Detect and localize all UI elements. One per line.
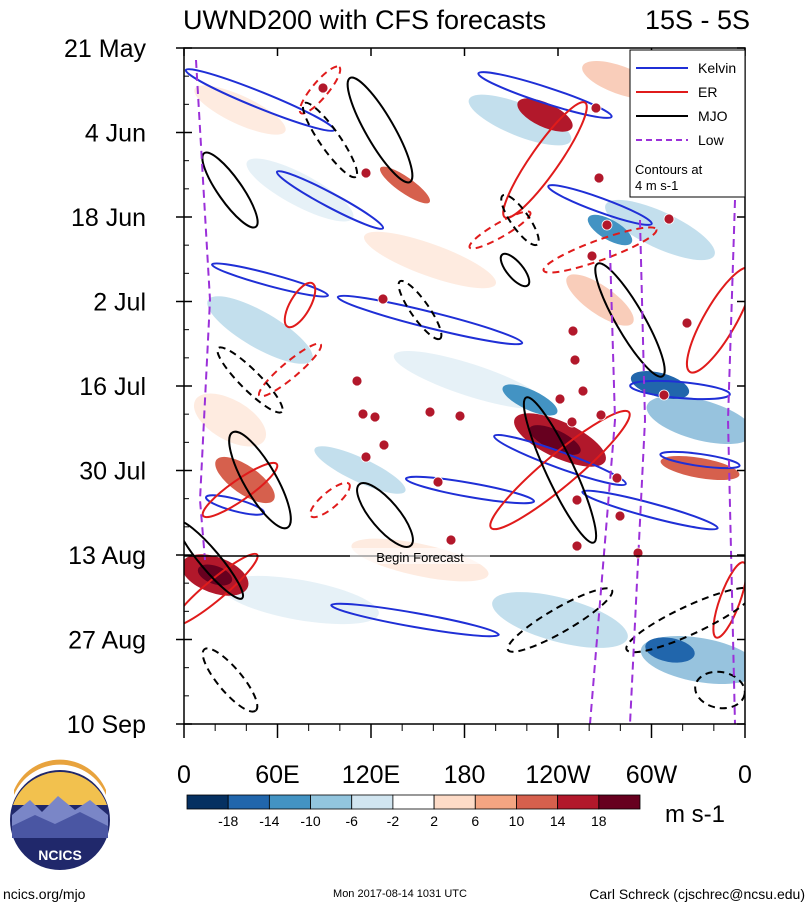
colorbar-tick-label: 10: [509, 813, 525, 829]
region-label: 15S - 5S: [645, 5, 750, 35]
y-tick-label: 16 Jul: [79, 373, 146, 401]
legend-note-line2: 4 m s-1: [635, 178, 678, 193]
colorbar-tick-label: 6: [471, 813, 479, 829]
footer-timestamp: Mon 2017-08-14 1031 UTC: [333, 888, 467, 900]
x-tick-label: 120W: [525, 761, 591, 789]
colorbar-tick-label: 14: [550, 813, 566, 829]
y-tick-label: 27 Aug: [68, 627, 146, 655]
legend-label-er: ER: [698, 84, 717, 100]
y-axis: 21 May 4 Jun 18 Jun 2 Jul 16 Jul 30 Jul 13 Aug…: [64, 35, 745, 739]
low-contours: [195, 59, 736, 724]
colorbar: -18 -14 -10 -6 -2 2 6 10 14 18: [186, 794, 641, 829]
ncics-logo: NCICS: [10, 759, 110, 870]
colorbar-segment: [557, 794, 600, 810]
colorbar-segment: [474, 794, 517, 810]
anomaly-field: [184, 61, 745, 685]
forecast-label: Begin Forecast: [376, 550, 464, 565]
x-axis: 0 60E 120E 180 120W 60W 0: [177, 48, 752, 789]
legend-label-mjo: MJO: [698, 108, 728, 124]
footer-author: Carl Schreck (cjschrec@ncsu.edu): [589, 886, 805, 902]
colorbar-segment: [186, 794, 229, 810]
colorbar-segment: [392, 794, 435, 810]
x-tick-label: 0: [738, 761, 752, 789]
colorbar-segment: [433, 794, 476, 810]
colorbar-segment: [516, 794, 559, 810]
y-tick-label: 30 Jul: [79, 458, 146, 486]
y-tick-label: 10 Sep: [67, 711, 146, 739]
colorbar-segment: [598, 794, 641, 810]
y-tick-label: 18 Jun: [71, 204, 146, 232]
footer-url: ncics.org/mjo: [3, 886, 86, 902]
colorbar-segment: [310, 794, 353, 810]
x-tick-label: 60E: [255, 761, 299, 789]
colorbar-tick-label: -2: [387, 813, 400, 829]
mjo-contours: [184, 76, 745, 713]
er-contours: [184, 65, 745, 639]
storm-markers: [317, 82, 693, 559]
x-tick-label: 0: [177, 761, 191, 789]
y-tick-label: 4 Jun: [85, 120, 146, 148]
legend: Kelvin ER MJO Low Contours at 4 m s-1: [629, 49, 746, 198]
colorbar-tick-label: 2: [430, 813, 438, 829]
colorbar-tick-label: -18: [218, 813, 238, 829]
colorbar-segment: [351, 794, 394, 810]
colorbar-tick-label: -10: [300, 813, 320, 829]
colorbar-segment: [227, 794, 270, 810]
x-tick-label: 60W: [626, 761, 678, 789]
colorbar-segment: [268, 794, 311, 810]
x-tick-label: 180: [444, 761, 486, 789]
colorbar-tick-label: -6: [346, 813, 359, 829]
y-tick-label: 2 Jul: [93, 289, 146, 317]
chart-title: UWND200 with CFS forecasts: [183, 5, 546, 35]
logo-text: NCICS: [38, 847, 82, 863]
x-tick-label: 120E: [342, 761, 400, 789]
colorbar-tick-label: -14: [259, 813, 279, 829]
legend-note-line1: Contours at: [635, 162, 703, 177]
colorbar-units: m s-1: [665, 801, 725, 828]
wave-contours: [184, 59, 745, 724]
y-tick-label: 13 Aug: [68, 542, 146, 570]
legend-label-kelvin: Kelvin: [698, 60, 736, 76]
colorbar-tick-label: 18: [591, 813, 607, 829]
legend-label-low: Low: [698, 132, 725, 148]
y-tick-label: 21 May: [64, 35, 146, 63]
